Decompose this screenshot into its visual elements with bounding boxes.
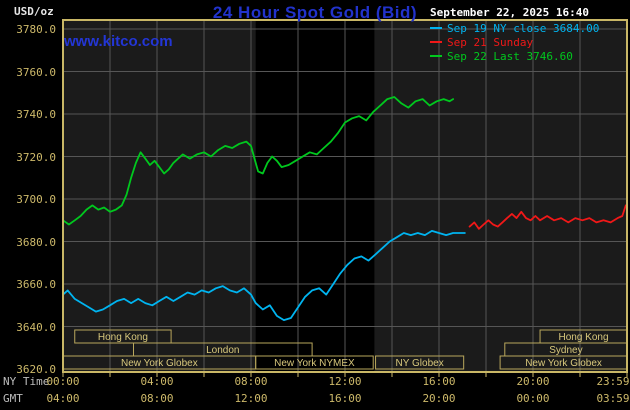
x-axis-gmt-tick-label: 16:00: [328, 392, 362, 405]
kitco-watermark-link[interactable]: www.kitco.com: [64, 33, 173, 50]
legend-label-sep21: Sep 21 Sunday: [447, 36, 534, 49]
x-axis-gmt-tick-label: 03:59: [596, 392, 630, 405]
y-axis-tick-label: 3760.0: [16, 65, 56, 79]
legend-line-swatch-green-icon: [430, 55, 442, 57]
y-axis-tick-label: 3640.0: [16, 320, 56, 334]
session-box: [255, 355, 374, 370]
x-axis-ny-tick-label: 12:00: [328, 375, 362, 388]
y-axis-tick-label: 3780.0: [16, 23, 56, 36]
x-axis-gmt-tick-label: 20:00: [422, 392, 456, 405]
y-axis-tick-label: 3660.0: [16, 278, 56, 291]
x-axis-ny-tick-label: 16:00: [422, 375, 456, 388]
chart-title: 24 Hour Spot Gold (Bid): [212, 3, 418, 22]
x-axis-ny-tick-label: 08:00: [234, 375, 268, 388]
y-axis-units-label: USD/oz: [14, 5, 54, 18]
y-axis-tick-label: 3700.0: [16, 193, 56, 206]
session-label: New York NYMEX: [274, 358, 355, 369]
series-line-sep-21-sunday: [468, 204, 627, 230]
chart-legend: September 22, 2025 16:40 Sep 19 NY close…: [430, 6, 628, 64]
legend-line-swatch-red-icon: [430, 41, 442, 43]
session-label: New York Globex: [525, 358, 602, 369]
session-label: Hong Kong: [559, 332, 609, 343]
legend-label-sep19: Sep 19 NY close 3684.00: [447, 22, 600, 35]
x-axis-gmt-tick-label: 00:00: [516, 392, 550, 405]
x-axis-ny-tick-label: 23:59: [596, 375, 630, 388]
x-axis-ny-tick-label: 04:00: [140, 375, 174, 388]
session-label: New York Globex: [121, 358, 198, 369]
y-axis-tick-label: 3680.0: [16, 235, 56, 249]
x-axis-ny-tick-label: 00:00: [46, 375, 80, 388]
session-label: NY Globex: [396, 358, 444, 369]
session-box: [74, 329, 172, 344]
legend-item-sep21: Sep 21 Sunday: [430, 36, 628, 50]
series-line-sep-22-last: [62, 96, 455, 226]
session-label: London: [206, 345, 239, 356]
legend-line-swatch-cyan-icon: [430, 27, 442, 29]
legend-item-sep22: Sep 22 Last 3746.60: [430, 50, 628, 64]
plot-frame: [62, 19, 628, 373]
x-axis-gmt-tick-label: 12:00: [234, 392, 268, 405]
session-label: Sydney: [549, 345, 582, 356]
y-axis-tick-label: 3740.0: [16, 108, 56, 121]
x-axis-ny-tick-label: 20:00: [516, 375, 550, 388]
gmt-axis-label: GMT: [3, 392, 23, 405]
legend-label-sep22: Sep 22 Last 3746.60: [447, 50, 573, 63]
x-axis-gmt-tick-label: 04:00: [46, 392, 80, 405]
series-line-sep-19-ny-close: [62, 229, 466, 322]
ny-time-axis-label: NY Time: [3, 375, 50, 388]
x-axis-gmt-tick-label: 08:00: [140, 392, 174, 405]
chart-datetime: September 22, 2025 16:40: [430, 6, 589, 19]
session-box: [375, 355, 465, 370]
session-label: Hong Kong: [98, 332, 148, 343]
legend-item-sep19: Sep 19 NY close 3684.00: [430, 22, 628, 36]
y-axis-tick-label: 3620.0: [16, 363, 56, 376]
y-axis-tick-label: 3720.0: [16, 150, 56, 164]
nymex-session-dark-band: [255, 20, 375, 372]
